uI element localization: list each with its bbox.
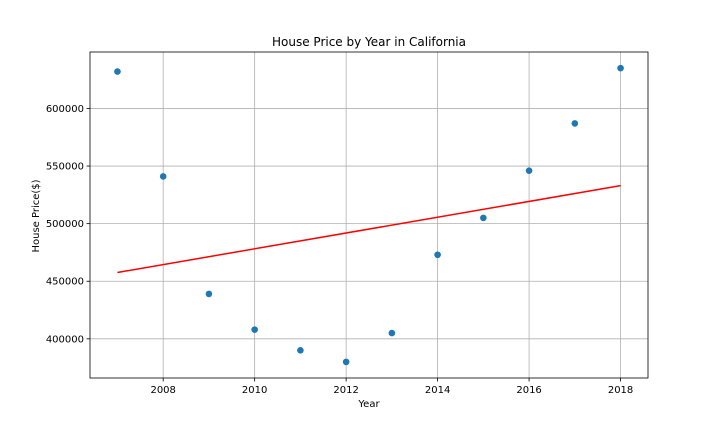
plot-area: 2008 2010 2012 2014 2016 2018 400000 450000 5000… [46, 51, 649, 396]
data-point [388, 329, 396, 337]
x-tick-label: 2012 [333, 385, 358, 396]
axes-frame [89, 51, 649, 379]
data-point [159, 173, 167, 180]
data-point [205, 290, 213, 298]
data-point [297, 347, 304, 354]
trend-line [117, 184, 621, 274]
y-tick-label: 450000 [46, 277, 84, 288]
data-point [617, 64, 624, 72]
data-point [571, 120, 579, 127]
data-point [480, 214, 487, 222]
y-axis-label: House Price($) [31, 179, 42, 252]
data-point [342, 358, 350, 366]
x-tick-label: 2010 [242, 385, 267, 396]
x-tick-label: 2018 [608, 385, 633, 396]
x-tick-label: 2008 [150, 385, 175, 396]
data-point [114, 68, 121, 75]
y-tick-label: 550000 [46, 162, 84, 173]
y-tick-label: 600000 [46, 104, 84, 115]
x-tick-label: 2014 [425, 385, 450, 396]
y-tick-label: 400000 [46, 334, 84, 345]
data-point [251, 326, 258, 333]
y-tick-label: 500000 [46, 219, 84, 230]
x-axis-label: Year [357, 399, 380, 410]
chart-title: House Price by Year in California [272, 35, 466, 49]
data-point [434, 251, 441, 259]
data-point [525, 167, 533, 174]
x-tick-label: 2016 [516, 385, 541, 396]
